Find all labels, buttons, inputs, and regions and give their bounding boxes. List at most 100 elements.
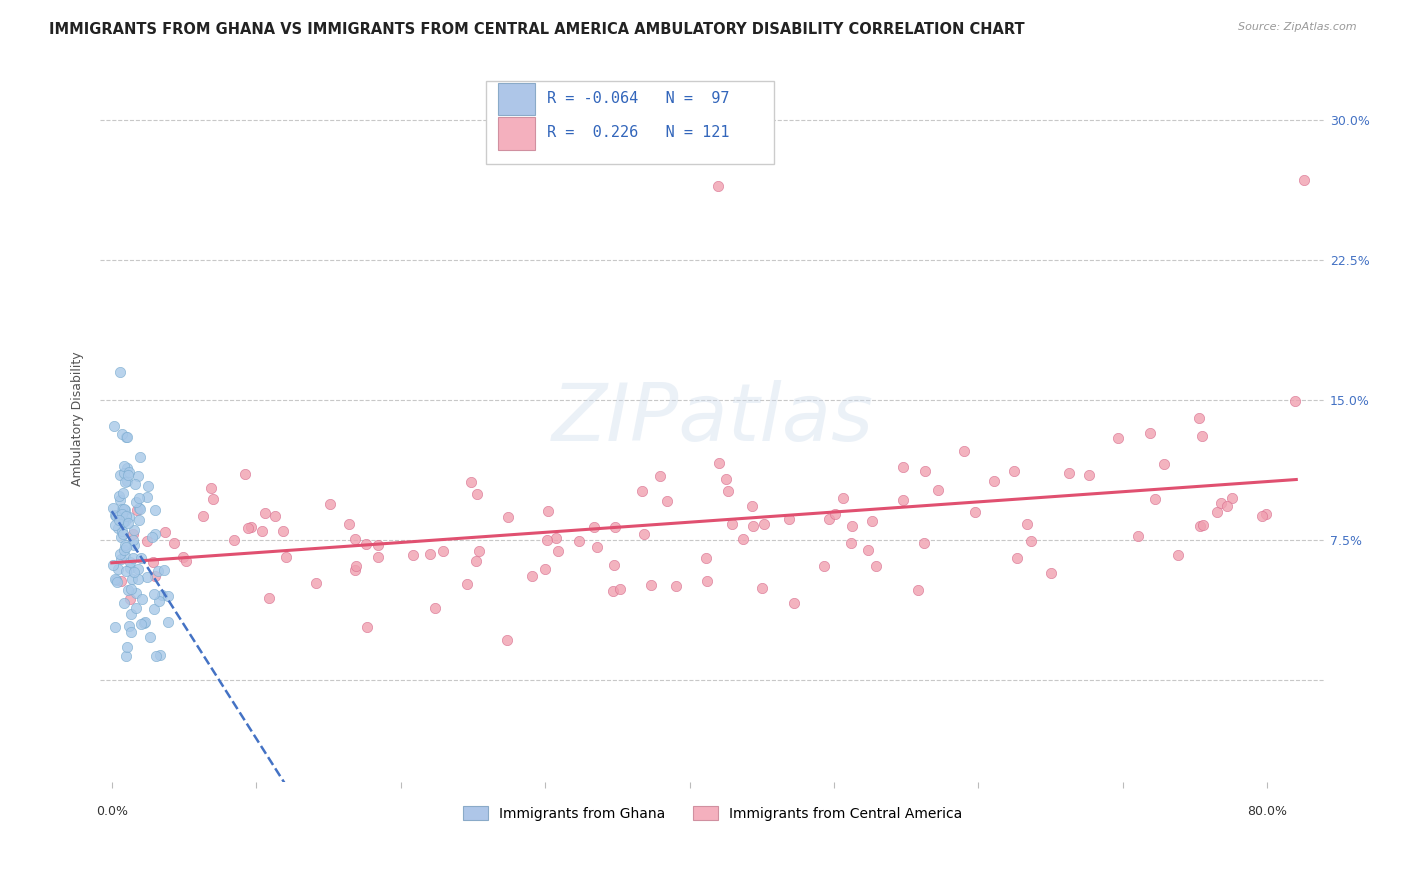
Point bbox=[120, 607, 142, 621]
Point bbox=[1256, 507, 1278, 521]
Point bbox=[425, 601, 447, 615]
Point bbox=[117, 430, 139, 444]
Text: ZIPatlas: ZIPatlas bbox=[551, 380, 873, 458]
Point bbox=[1167, 548, 1189, 562]
Point bbox=[143, 586, 166, 600]
Point bbox=[720, 517, 742, 532]
Point bbox=[778, 511, 800, 525]
Point bbox=[122, 526, 145, 541]
Point bbox=[354, 537, 377, 551]
Point bbox=[115, 648, 138, 663]
Point bbox=[108, 513, 131, 527]
Point bbox=[1211, 496, 1233, 510]
Point bbox=[1057, 466, 1080, 480]
Point bbox=[603, 558, 626, 573]
Bar bbox=[498, 117, 536, 150]
Point bbox=[1040, 566, 1063, 580]
Point bbox=[402, 548, 425, 562]
Point bbox=[172, 550, 194, 565]
Point bbox=[110, 574, 132, 588]
Point bbox=[143, 569, 166, 583]
Point bbox=[983, 475, 1005, 489]
Point bbox=[114, 509, 136, 524]
Point bbox=[465, 554, 488, 568]
Point bbox=[343, 563, 366, 577]
Point bbox=[1292, 173, 1315, 187]
Point bbox=[1144, 492, 1167, 507]
Point bbox=[114, 503, 136, 517]
Point bbox=[865, 558, 887, 573]
Point bbox=[128, 512, 150, 526]
Point bbox=[136, 533, 159, 548]
Point bbox=[731, 532, 754, 546]
Point bbox=[120, 624, 142, 639]
Point bbox=[125, 503, 148, 517]
Point bbox=[110, 551, 132, 566]
Point bbox=[367, 549, 389, 564]
Point bbox=[101, 558, 124, 573]
Point bbox=[236, 521, 259, 535]
Point bbox=[110, 530, 132, 544]
Point bbox=[125, 586, 148, 600]
Point bbox=[157, 589, 180, 603]
Point bbox=[112, 596, 135, 610]
Point bbox=[122, 538, 145, 552]
Point bbox=[153, 563, 176, 577]
Point bbox=[813, 559, 835, 574]
Point bbox=[609, 582, 631, 596]
Point bbox=[129, 550, 152, 565]
Point bbox=[586, 540, 609, 554]
Point bbox=[858, 542, 880, 557]
Point bbox=[367, 538, 389, 552]
Point bbox=[111, 427, 134, 442]
Point bbox=[111, 486, 134, 500]
Point bbox=[1188, 519, 1211, 533]
Point bbox=[965, 505, 987, 519]
Point bbox=[112, 526, 135, 541]
Text: IMMIGRANTS FROM GHANA VS IMMIGRANTS FROM CENTRAL AMERICA AMBULATORY DISABILITY C: IMMIGRANTS FROM GHANA VS IMMIGRANTS FROM… bbox=[49, 22, 1025, 37]
Point bbox=[129, 501, 152, 516]
Point bbox=[148, 594, 170, 608]
Point bbox=[891, 459, 914, 474]
Point bbox=[496, 509, 519, 524]
Point bbox=[305, 576, 328, 591]
Point bbox=[108, 468, 131, 483]
Point bbox=[114, 564, 136, 578]
Point bbox=[107, 575, 129, 590]
Point bbox=[122, 565, 145, 579]
Point bbox=[107, 562, 129, 576]
Point bbox=[914, 464, 936, 478]
Point bbox=[127, 562, 149, 576]
Point bbox=[163, 536, 186, 550]
Point bbox=[547, 544, 569, 558]
Point bbox=[136, 490, 159, 504]
Point bbox=[128, 501, 150, 516]
Point bbox=[568, 534, 591, 549]
Point bbox=[105, 508, 128, 523]
Point bbox=[456, 577, 478, 591]
FancyBboxPatch shape bbox=[486, 80, 773, 164]
Point bbox=[233, 467, 256, 482]
Point bbox=[695, 551, 717, 566]
Point bbox=[696, 574, 718, 588]
Point bbox=[1205, 505, 1227, 519]
Point bbox=[1191, 429, 1213, 443]
Point bbox=[239, 519, 262, 533]
Point bbox=[1220, 491, 1243, 506]
Point bbox=[741, 518, 763, 533]
Point bbox=[136, 479, 159, 493]
Point bbox=[143, 526, 166, 541]
Point bbox=[111, 524, 134, 538]
Point bbox=[112, 515, 135, 529]
Point bbox=[155, 524, 177, 539]
Point bbox=[717, 484, 740, 499]
Point bbox=[648, 469, 671, 483]
Text: 0.0%: 0.0% bbox=[96, 805, 128, 818]
Point bbox=[128, 450, 150, 464]
Point bbox=[533, 562, 555, 576]
Point bbox=[143, 503, 166, 517]
Point bbox=[824, 507, 846, 521]
Point bbox=[841, 519, 863, 533]
Point bbox=[110, 365, 132, 379]
Point bbox=[104, 619, 127, 633]
